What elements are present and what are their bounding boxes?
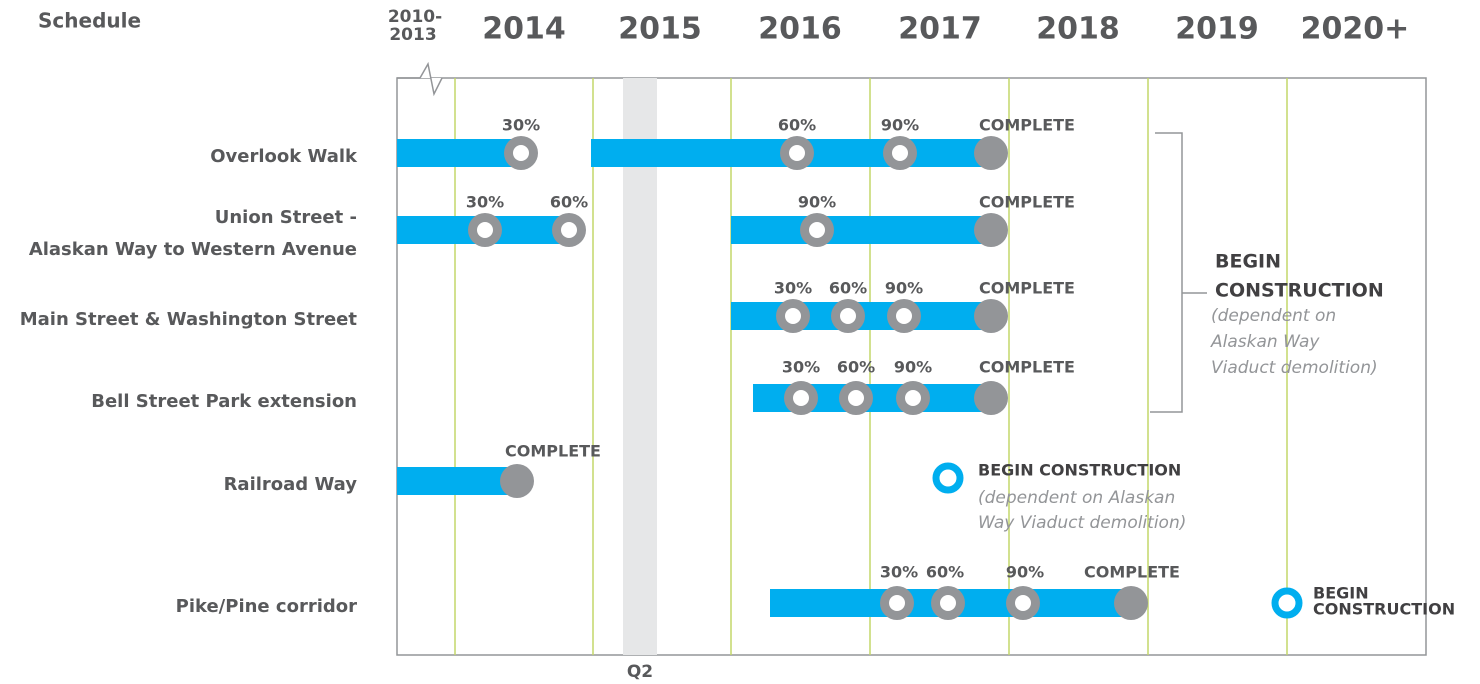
milestone-label: 90% [1006,563,1044,582]
bar [731,216,991,244]
milestone-label: 60% [926,563,964,582]
milestone [1114,586,1148,620]
milestone-label: 60% [778,116,816,135]
milestone-label: COMPLETE [979,193,1075,212]
milestone-center [809,222,825,238]
milestone-center [840,308,856,324]
row-label: Pike/Pine corridor [176,596,357,617]
year-label: 2015 [618,12,702,47]
milestone-label: COMPLETE [979,279,1075,298]
milestone-label: 30% [782,358,820,377]
milestone-label: 60% [829,279,867,298]
milestone-label: 60% [837,358,875,377]
milestone-label: COMPLETE [505,442,601,461]
milestone-label: 60% [550,193,588,212]
milestone [974,213,1008,247]
year-label: 2018 [1036,12,1120,47]
row-label: Alaskan Way to Western Avenue [29,239,357,260]
milestone [974,136,1008,170]
milestone [974,381,1008,415]
bar [397,139,521,167]
bar [397,467,517,495]
year-label: 2014 [482,12,566,47]
break-marker [397,61,443,97]
row-label: Main Street & Washington Street [20,309,358,330]
milestone-label: 30% [880,563,918,582]
milestone-center [513,145,529,161]
note-detail: (dependent on Alaskan [978,488,1175,508]
milestone-center [1015,595,1031,611]
milestone-center [905,390,921,406]
note-title: CONSTRUCTION [1215,280,1384,302]
milestone-center [940,595,956,611]
row-label: Overlook Walk [210,146,358,167]
year-label: 2017 [898,12,982,47]
note-title: BEGIN [1215,251,1281,273]
note-detail: Viaduct demolition) [1211,358,1378,378]
year-label: 2013 [389,25,436,45]
milestone-label: COMPLETE [979,116,1075,135]
milestone-center [789,145,805,161]
milestone-center [848,390,864,406]
row-label: Railroad Way [224,474,358,495]
milestone-center [896,308,912,324]
milestone-label: 30% [774,279,812,298]
quarter-label: Q2 [627,662,653,682]
title: Schedule [38,9,141,33]
milestone [974,299,1008,333]
begin-marker [1271,587,1303,619]
milestone-label: 90% [881,116,919,135]
milestone-center [785,308,801,324]
note-title: BEGIN [1313,584,1369,603]
row-label: Union Street - [215,207,357,228]
note-title: CONSTRUCTION [1313,600,1455,619]
milestone-center [892,145,908,161]
year-label: 2016 [758,12,842,47]
milestone-label: 90% [885,279,923,298]
milestone-label: 30% [502,116,540,135]
note-detail: (dependent on [1211,306,1336,326]
quarter-band [623,78,657,655]
note-title: BEGIN CONSTRUCTION [978,461,1181,480]
milestone-center [561,222,577,238]
year-label: 2020+ [1301,12,1410,47]
milestone [500,464,534,498]
milestone-center [793,390,809,406]
milestone-label: 30% [466,193,504,212]
year-label: 2019 [1175,12,1259,47]
row-label: Bell Street Park extension [91,391,357,412]
note-detail: Way Viaduct demolition) [978,513,1186,533]
note-detail: Alaskan Way [1210,332,1320,352]
milestone-center [477,222,493,238]
milestone-label: COMPLETE [979,358,1075,377]
milestone-center [889,595,905,611]
year-label: 2010- [388,7,442,27]
begin-marker [932,462,964,494]
bracket [1150,132,1207,413]
milestone-label: 90% [798,193,836,212]
milestone-label: COMPLETE [1084,563,1180,582]
frame [396,77,1427,656]
milestone-label: 90% [894,358,932,377]
